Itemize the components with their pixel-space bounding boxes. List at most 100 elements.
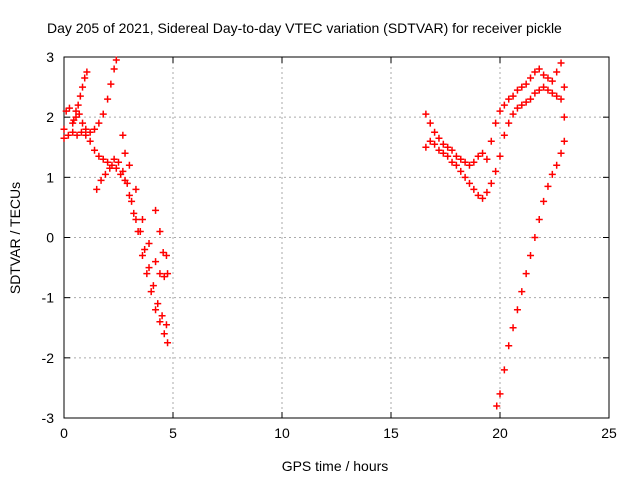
data-point <box>479 194 487 202</box>
data-point <box>110 65 118 73</box>
data-point <box>487 137 495 145</box>
data-point <box>99 110 107 118</box>
data-point <box>128 197 136 205</box>
data-point <box>74 101 82 109</box>
series-arc-2-main <box>422 83 568 202</box>
data-point <box>557 59 565 67</box>
x-tick-label: 5 <box>169 425 177 441</box>
data-point <box>97 176 105 184</box>
data-point <box>164 339 172 347</box>
data-points <box>60 56 568 410</box>
data-point <box>101 170 109 178</box>
data-point <box>162 321 170 329</box>
x-tick-label: 15 <box>383 425 399 441</box>
data-point <box>138 215 146 223</box>
data-point <box>112 56 120 64</box>
data-point <box>553 68 561 76</box>
data-point <box>93 185 101 193</box>
chart-title: Day 205 of 2021, Sidereal Day-to-day VTE… <box>47 20 562 36</box>
data-point <box>505 95 513 103</box>
data-point <box>156 227 164 235</box>
data-point <box>119 167 127 175</box>
data-point <box>104 95 112 103</box>
y-tick-label: -1 <box>42 290 55 306</box>
data-point <box>452 161 460 169</box>
data-point <box>435 134 443 142</box>
data-point <box>544 86 552 94</box>
data-point <box>470 185 478 193</box>
data-point <box>531 68 539 76</box>
data-point <box>160 330 168 338</box>
data-point <box>154 300 162 308</box>
data-point <box>505 119 513 127</box>
data-point <box>474 191 482 199</box>
axis-ticks: 0 5 10 15 20 25 -3 -2 -1 0 1 2 3 <box>42 49 617 441</box>
data-point <box>492 167 500 175</box>
data-point <box>444 152 452 160</box>
y-tick-label: -2 <box>42 350 55 366</box>
data-point <box>457 167 465 175</box>
data-point <box>141 246 149 254</box>
data-point <box>72 107 80 115</box>
data-point <box>426 137 434 145</box>
data-point <box>73 131 81 139</box>
data-point <box>435 146 443 154</box>
data-point <box>147 288 155 296</box>
x-tick-label: 25 <box>601 425 617 441</box>
data-point <box>535 86 543 94</box>
data-point <box>136 227 144 235</box>
data-point <box>544 182 552 190</box>
data-point <box>162 252 170 260</box>
grid-lines <box>64 57 609 418</box>
data-point <box>470 158 478 166</box>
y-axis-label: SDTVAR / TECUs <box>7 182 23 294</box>
data-point <box>82 131 90 139</box>
data-point <box>448 158 456 166</box>
data-point <box>535 65 543 73</box>
data-point <box>522 80 530 88</box>
data-point <box>152 306 160 314</box>
data-point <box>557 95 565 103</box>
series-arc-1-upper <box>60 56 120 136</box>
data-point <box>531 234 539 241</box>
series-arc-1-tail2 <box>152 258 172 281</box>
data-point <box>156 270 164 278</box>
data-point <box>560 83 568 91</box>
data-point <box>500 101 508 109</box>
y-tick-label: 0 <box>46 230 54 246</box>
data-point <box>483 188 491 196</box>
data-point <box>496 107 504 115</box>
series-arc-2-upper <box>422 59 568 169</box>
data-point <box>560 113 568 121</box>
data-point <box>79 119 87 127</box>
data-point <box>548 170 556 178</box>
data-point <box>483 155 491 163</box>
data-point <box>448 146 456 154</box>
data-point <box>548 89 556 97</box>
data-point <box>152 206 160 214</box>
data-point <box>461 158 469 166</box>
data-point <box>104 158 112 166</box>
data-point <box>422 110 430 118</box>
data-point <box>527 74 535 82</box>
data-point <box>479 149 487 157</box>
data-point <box>95 119 103 127</box>
data-point <box>496 152 504 160</box>
data-point <box>99 155 107 163</box>
data-point <box>81 74 89 82</box>
data-point <box>91 146 99 154</box>
data-point <box>65 104 73 112</box>
data-point <box>465 161 473 169</box>
data-point <box>513 86 521 94</box>
data-point <box>132 215 140 223</box>
data-point <box>509 92 517 100</box>
data-point <box>540 71 548 79</box>
data-point <box>493 402 501 410</box>
data-point <box>123 179 131 187</box>
data-point <box>143 270 151 278</box>
data-point <box>145 264 153 272</box>
y-tick-label: 3 <box>46 49 54 65</box>
data-point <box>158 312 166 320</box>
data-point <box>156 318 164 326</box>
